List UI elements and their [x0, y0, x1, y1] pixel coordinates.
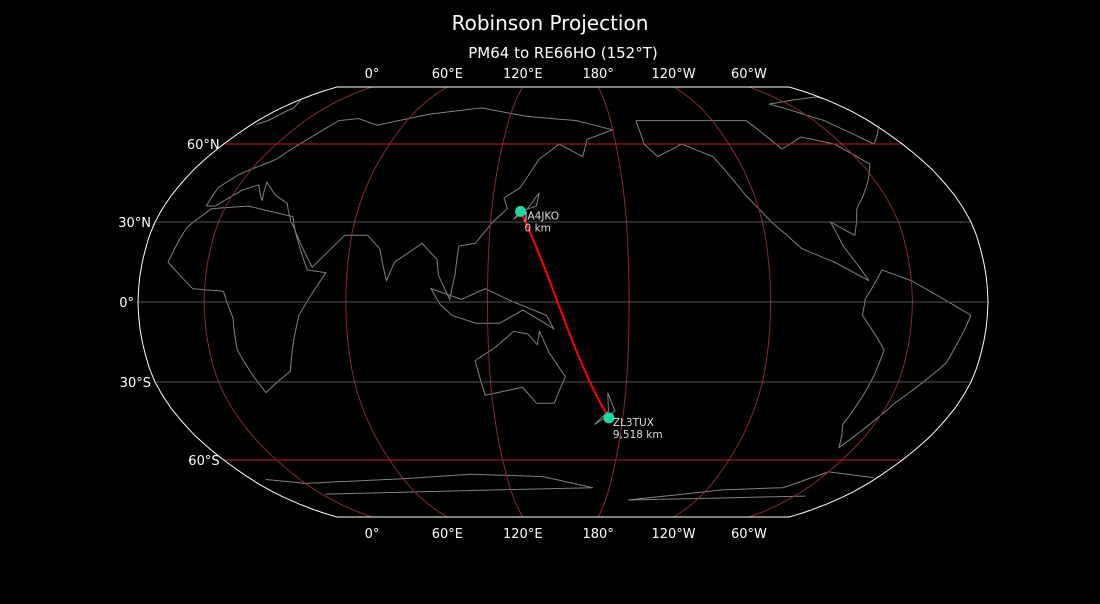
map-boundary [137, 86, 989, 518]
lat-label: 0° [119, 296, 134, 311]
lon-label-top: 180° [583, 67, 614, 82]
map-subtitle: PM64 to RE66HO (152°T) [468, 44, 658, 62]
lon-label-bottom: 60°E [432, 527, 463, 542]
coastline [838, 269, 972, 449]
lat-label: 30°N [118, 216, 151, 231]
station-marker [515, 205, 527, 217]
lon-label-bottom: 0° [365, 527, 380, 542]
station-distance: 0 km [525, 222, 551, 234]
coastline [474, 329, 566, 404]
coastline [429, 287, 555, 331]
lon-label-bottom: 120°E [503, 527, 543, 542]
coastline [594, 392, 616, 425]
coastlines [167, 96, 972, 501]
lon-label-bottom: 60°W [731, 527, 767, 542]
figure-title: Robinson Projection [452, 11, 649, 35]
lon-label-top: 60°E [432, 67, 463, 82]
station-distance: 9,518 km [613, 429, 663, 441]
lon-label-bottom: 120°W [651, 527, 695, 542]
lon-label-top: 120°W [651, 67, 695, 82]
coastline [205, 107, 615, 301]
lat-label: 60°N [187, 138, 220, 153]
station-callsign: JA4JKO [524, 210, 559, 222]
station-marker [603, 412, 615, 424]
lat-label: 60°S [188, 454, 219, 469]
coastline [255, 96, 879, 145]
graticule [138, 86, 988, 518]
lon-label-bottom: 180° [583, 527, 614, 542]
lon-label-top: 60°W [731, 67, 767, 82]
coastline [265, 471, 874, 501]
coastline [167, 205, 327, 394]
lon-label-top: 120°E [503, 67, 543, 82]
graticule-labels: 0° 0° 60°E 60°E 120°E 120°E 180° 180° 120°W 120°W… [118, 67, 767, 542]
lat-label: 30°S [120, 376, 151, 391]
station-callsign: ZL3TUX [613, 417, 654, 429]
lon-label-top: 0° [365, 67, 380, 82]
coastline [635, 120, 871, 282]
great-circle-path [519, 210, 610, 419]
